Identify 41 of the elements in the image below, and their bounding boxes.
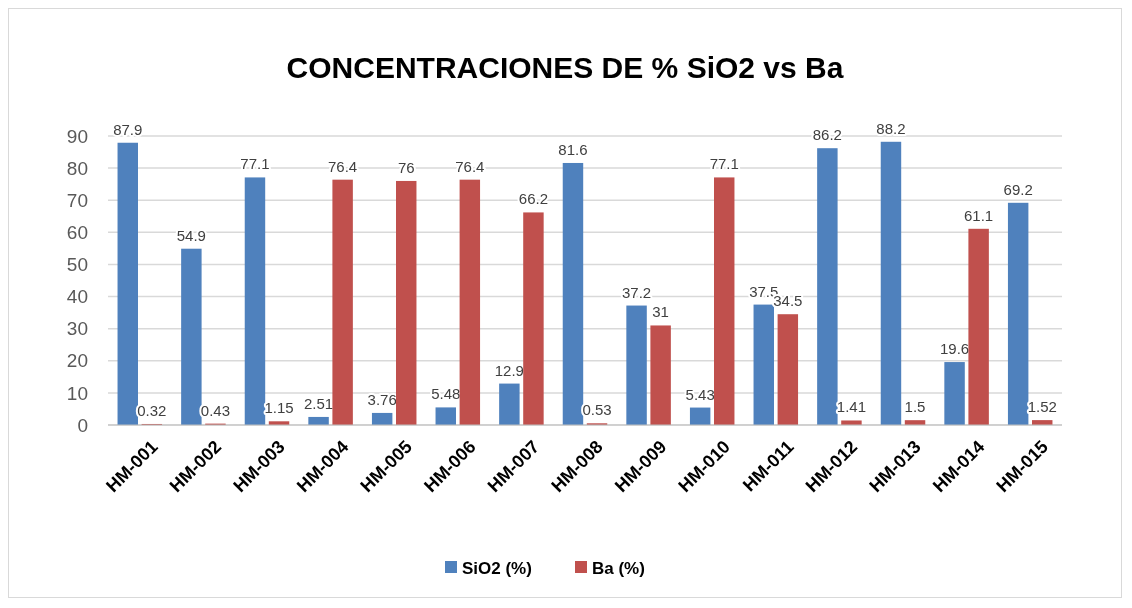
- data-label: 1.5: [904, 398, 926, 416]
- data-label: 19.6: [939, 340, 970, 358]
- data-label: 77.1: [240, 155, 270, 173]
- y-tick-label: 90: [66, 125, 88, 147]
- data-label: 86.2: [812, 126, 842, 144]
- data-label: 76.4: [328, 157, 358, 175]
- y-tick-label: 70: [66, 189, 88, 211]
- data-label: 61.1: [964, 206, 994, 224]
- data-label: 12.9: [494, 361, 524, 379]
- data-label: 0.32: [137, 401, 167, 419]
- data-label: 88.2: [876, 119, 906, 137]
- y-tick-label: 40: [66, 286, 88, 308]
- data-label: 0.43: [200, 401, 231, 419]
- data-label: 87.9: [113, 120, 143, 138]
- data-label: 76: [397, 158, 415, 176]
- data-label: 1.52: [1027, 398, 1057, 416]
- y-tick-label: 0: [77, 414, 88, 436]
- data-label: 69.2: [1003, 180, 1033, 198]
- chart-title: CONCENTRACIONES DE % SiO2 vs Ba: [286, 51, 844, 84]
- y-tick-label: 10: [66, 382, 88, 404]
- data-label: 1.15: [264, 399, 294, 417]
- data-label: 81.6: [558, 140, 588, 158]
- y-tick-label: 20: [66, 350, 88, 372]
- y-tick-label: 80: [66, 157, 88, 179]
- y-tick-label: 60: [66, 221, 88, 243]
- y-tick-label: 50: [66, 254, 88, 276]
- data-label: 54.9: [176, 226, 206, 244]
- data-label: 66.2: [518, 190, 549, 208]
- legend-label: SiO2 (%): [462, 558, 532, 578]
- data-label: 37.2: [621, 283, 652, 301]
- data-label: 5.48: [431, 385, 461, 403]
- data-label: 0.53: [582, 401, 612, 419]
- data-label: 1.41: [836, 398, 867, 416]
- y-tick-label: 30: [66, 318, 88, 340]
- data-label: 31: [652, 303, 669, 321]
- data-label: 2.51: [303, 394, 334, 412]
- legend-label: Ba (%): [592, 558, 645, 578]
- data-label: 76.4: [455, 157, 485, 175]
- data-label: 5.43: [685, 385, 715, 403]
- data-label: 3.76: [367, 390, 397, 408]
- data-label: 77.1: [709, 155, 739, 173]
